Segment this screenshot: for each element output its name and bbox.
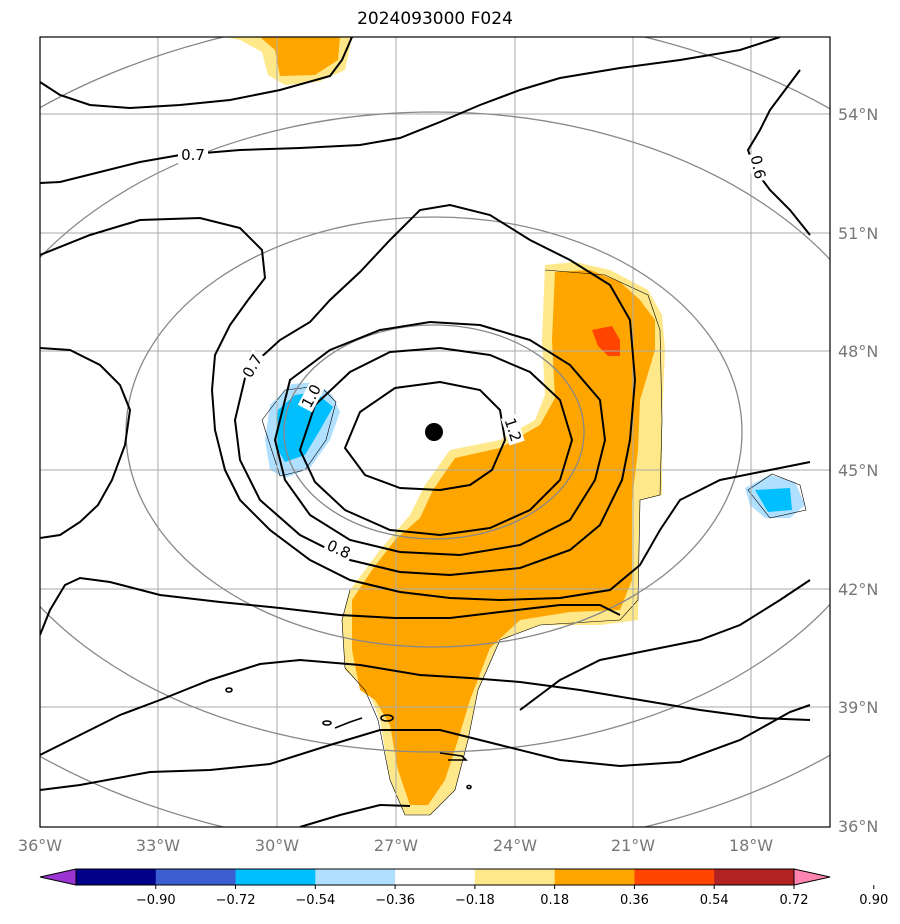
colorbar-tick-label: −0.18 <box>455 893 495 908</box>
colorbar-swatch <box>474 869 556 885</box>
colorbar-tick-label: −0.54 <box>295 893 335 908</box>
lat-tick-label: 45°N <box>838 461 878 480</box>
map-plot-area: 0.7 0.6 0.7 1.0 1.2 0.8 <box>40 37 830 827</box>
lon-tick-label: 36°W <box>18 836 62 855</box>
lon-tick-label: 30°W <box>255 836 299 855</box>
small-contour-fragments <box>225 687 472 790</box>
colorbar-tick-label: 0.72 <box>780 893 809 908</box>
map-title: 2024093000 F024 <box>357 9 513 29</box>
colorbar-extend-right <box>793 868 831 886</box>
lon-tick-label: 21°W <box>611 836 655 855</box>
lon-tick-label: 33°W <box>136 836 180 855</box>
colorbar-tick-label: 0.54 <box>700 893 729 908</box>
lon-tick-label: 24°W <box>493 836 537 855</box>
lat-tick-label: 54°N <box>838 105 878 124</box>
colorbar-extend-left <box>39 868 77 886</box>
lat-tick-label: 42°N <box>838 580 878 599</box>
lat-tick-label: 48°N <box>838 342 878 361</box>
lon-tick-label: 18°W <box>729 836 773 855</box>
colorbar-tick-label: 0.90 <box>859 893 888 908</box>
contour-label: 0.6 <box>747 154 770 181</box>
lat-tick-label: 36°N <box>838 817 878 836</box>
colorbar-swatch <box>76 869 157 885</box>
contour-label-group: 0.7 0.6 0.7 1.0 1.2 0.8 <box>178 146 770 563</box>
colorbar-swatch <box>395 869 476 885</box>
latitude-axis: 36°N 39°N 42°N 45°N 48°N 51°N 54°N <box>838 105 878 836</box>
colorbar-tick-label: −0.90 <box>136 893 176 908</box>
colorbar-swatch <box>315 869 396 885</box>
lon-tick-label: 27°W <box>374 836 418 855</box>
colorbar-swatch <box>235 869 316 885</box>
longitude-axis: 36°W 33°W 30°W 27°W 24°W 21°W 18°W <box>18 836 773 855</box>
colorbar-tick-label: 0.36 <box>620 893 649 908</box>
colorbar-swatch <box>634 869 715 885</box>
map-frame <box>39 36 831 828</box>
colorbar: −0.90 −0.72 −0.54 −0.36 −0.18 0.18 0.36 0.54 0.7… <box>39 868 888 908</box>
colorbar-outline <box>75 868 795 886</box>
cyclone-center-marker <box>425 423 443 441</box>
colorbar-tick-label: 0.18 <box>540 893 569 908</box>
lat-tick-label: 51°N <box>838 224 878 243</box>
lat-tick-label: 39°N <box>838 698 878 717</box>
colorbar-tick-label: −0.72 <box>216 893 256 908</box>
colorbar-swatch <box>155 869 237 885</box>
colorbar-swatch <box>554 869 635 885</box>
colorbar-swatch <box>714 869 795 885</box>
colorbar-tick-label: −0.36 <box>375 893 415 908</box>
contour-label: 0.7 <box>181 146 205 164</box>
